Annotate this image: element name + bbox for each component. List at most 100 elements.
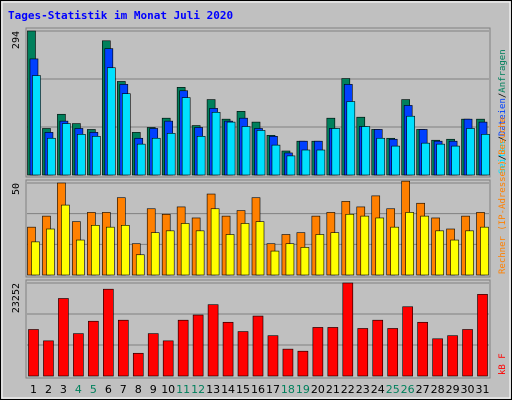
bar	[447, 335, 458, 377]
bar	[406, 115, 415, 176]
x-tick-label: 14	[221, 383, 235, 396]
bar	[150, 232, 160, 276]
bar	[465, 230, 474, 276]
x-tick-label: 19	[296, 383, 310, 396]
bar	[300, 247, 310, 276]
bar	[316, 149, 326, 176]
y-tick-label: 294	[11, 31, 22, 49]
bar	[405, 212, 414, 276]
bar	[346, 101, 356, 176]
bar	[436, 143, 445, 176]
x-tick-label: 8	[135, 383, 142, 396]
bar	[342, 282, 354, 377]
chart-title: Tages-Statistik im Monat Juli 2020	[8, 9, 233, 22]
bar	[46, 228, 55, 276]
x-tick-label: 25	[386, 383, 400, 396]
bar	[58, 298, 69, 377]
legend-separator: /	[498, 93, 508, 98]
x-tick-label: 30	[461, 383, 475, 396]
bar	[135, 254, 145, 276]
bar	[120, 225, 130, 276]
bar	[43, 340, 54, 377]
x-tick-label: 12	[191, 383, 205, 396]
bar	[76, 239, 85, 276]
bar	[91, 225, 100, 276]
bar	[92, 136, 101, 176]
x-tick-label: 26	[401, 383, 415, 396]
legend-separator: /	[498, 136, 508, 141]
x-tick-label: 22	[341, 383, 355, 396]
x-tick-label: 9	[150, 383, 157, 396]
bar	[180, 223, 190, 276]
bar	[285, 243, 295, 276]
x-tick-label: 18	[281, 383, 295, 396]
x-tick-label: 7	[120, 383, 127, 396]
x-tick-label: 23	[356, 383, 370, 396]
bar	[211, 112, 221, 176]
bar	[210, 208, 220, 276]
legend-entry: Seiten	[498, 141, 508, 174]
legend: Seiten/Dateien/Anfragen	[498, 49, 508, 174]
bar	[151, 137, 161, 176]
bar	[387, 328, 399, 377]
legend: Rechner (IP-Adressen)/Besuche	[498, 117, 508, 274]
bar	[28, 329, 39, 377]
x-tick-label: 11	[176, 383, 190, 396]
bar	[192, 314, 204, 377]
bar	[237, 331, 249, 377]
bar	[297, 350, 309, 377]
bar	[375, 217, 385, 276]
bar	[73, 333, 84, 377]
legend: kB F	[498, 353, 508, 375]
x-tick-label: 24	[371, 383, 385, 396]
bar	[477, 294, 488, 377]
bar	[435, 230, 444, 276]
bar	[361, 126, 371, 176]
bar	[132, 352, 144, 377]
bar	[240, 223, 250, 276]
bar	[376, 137, 386, 176]
bar	[391, 145, 401, 176]
bar	[417, 321, 428, 377]
bar	[241, 126, 251, 176]
bar	[162, 340, 174, 377]
bar	[282, 348, 294, 377]
legend-entry: Rechner (IP-Adressen)	[498, 160, 508, 274]
bar	[327, 327, 339, 377]
bar	[330, 232, 340, 276]
x-tick-label: 4	[75, 383, 82, 396]
bar	[360, 215, 370, 276]
bar	[106, 226, 115, 276]
bar	[121, 93, 131, 176]
x-tick-label: 21	[326, 383, 340, 396]
bar	[47, 137, 56, 176]
bar	[450, 239, 459, 276]
bar	[267, 335, 279, 377]
bar	[117, 319, 129, 377]
bar	[402, 306, 413, 377]
bar	[61, 204, 70, 276]
bar	[286, 155, 296, 176]
bar	[480, 226, 489, 276]
bar	[181, 97, 191, 176]
x-tick-label: 1	[30, 383, 37, 396]
bar	[462, 329, 473, 377]
bar	[451, 145, 460, 176]
bar	[301, 149, 311, 176]
bar	[77, 134, 86, 176]
x-tick-label: 17	[266, 383, 280, 396]
bar	[357, 328, 369, 377]
x-tick-label: 20	[311, 383, 325, 396]
y-tick-label: 23252	[11, 283, 22, 313]
bar	[32, 75, 41, 176]
bar	[165, 230, 175, 276]
bar	[481, 134, 490, 176]
x-tick-label: 16	[251, 383, 265, 396]
x-tick-label: 5	[90, 383, 97, 396]
bar	[31, 241, 40, 276]
bar	[177, 319, 189, 377]
x-tick-label: 31	[476, 383, 490, 396]
bar	[207, 304, 219, 377]
